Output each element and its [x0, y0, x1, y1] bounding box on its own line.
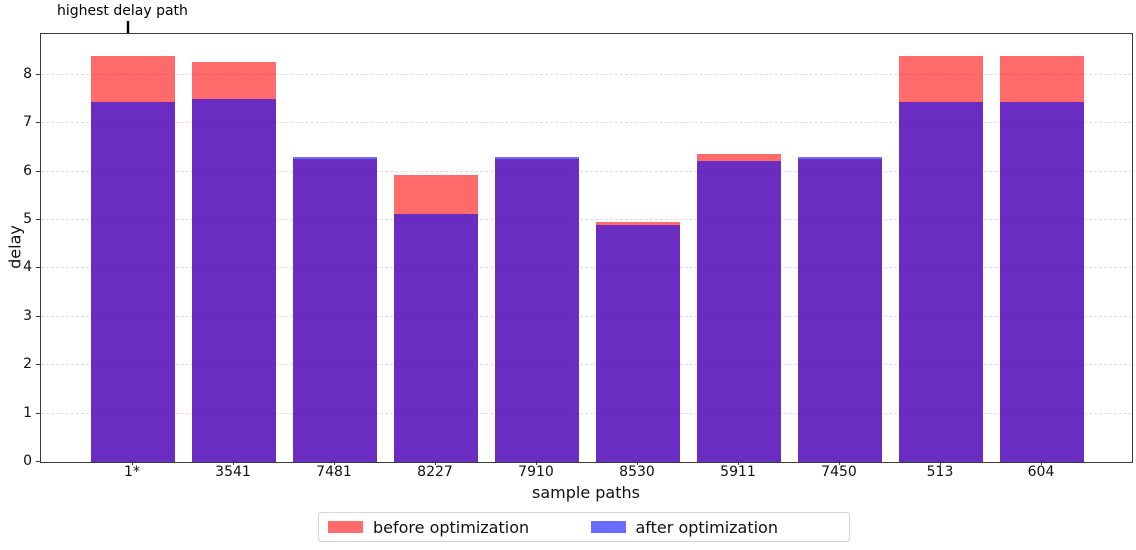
annotation-text: highest delay path — [57, 3, 188, 19]
legend-label-before: before optimization — [373, 517, 530, 537]
legend-swatch-before-icon — [328, 521, 363, 533]
gridline-y2 — [41, 364, 1132, 366]
bar-1* — [91, 34, 175, 462]
plot-area — [40, 33, 1133, 463]
y-tick-8 — [36, 73, 40, 75]
y-tick-3 — [36, 315, 40, 317]
x-tick-label-513: 513 — [926, 464, 954, 480]
bar-8530-after — [596, 224, 680, 462]
gridline-y7 — [41, 122, 1132, 124]
bar-1*-after — [91, 102, 175, 462]
bar-3541-after — [192, 99, 276, 462]
x-tick-513 — [940, 461, 941, 465]
y-tick-6 — [36, 170, 40, 172]
y-tick-7 — [36, 122, 40, 124]
x-tick-8227 — [435, 461, 436, 465]
x-tick-8530 — [637, 461, 638, 465]
legend-item-after: after optimization — [590, 517, 841, 537]
gridline-y1 — [41, 412, 1132, 414]
bar-7450-after — [798, 156, 882, 462]
x-tick-3541 — [233, 461, 234, 465]
x-tick-604 — [1041, 461, 1042, 465]
y-tick-label-0: 0 — [23, 453, 32, 469]
gridline-y6 — [41, 170, 1132, 172]
x-tick-5911 — [738, 461, 739, 465]
y-tick-label-1: 1 — [23, 404, 32, 421]
legend-item-before: before optimization — [328, 518, 578, 537]
gridline-y8 — [41, 73, 1132, 75]
bar-8530 — [596, 34, 680, 462]
x-tick-label-8530: 8530 — [619, 464, 655, 480]
bar-8227-after — [394, 213, 478, 462]
bar-7910-after — [495, 156, 579, 462]
x-tick-label-1*: 1* — [124, 464, 140, 480]
x-tick-label-8227: 8227 — [417, 464, 453, 480]
x-tick-label-7481: 7481 — [316, 464, 352, 480]
x-axis-label: sample paths — [532, 483, 640, 502]
bar-513-after — [899, 102, 983, 462]
bar-8227 — [394, 34, 478, 462]
y-tick-0 — [36, 461, 40, 462]
legend-label-after: after optimization — [635, 517, 778, 537]
legend: before optimization after optimization — [318, 512, 850, 542]
y-tick-label-4: 4 — [23, 259, 32, 276]
x-tick-label-3541: 3541 — [215, 464, 251, 480]
x-tick-7481 — [334, 461, 335, 465]
bar-7450 — [798, 34, 882, 462]
bar-7910 — [495, 34, 579, 462]
y-tick-1 — [36, 412, 40, 414]
y-tick-label-5: 5 — [23, 210, 32, 227]
x-tick-label-604: 604 — [1027, 464, 1055, 480]
bar-604 — [1000, 34, 1084, 462]
y-tick-4 — [36, 267, 40, 269]
y-tick-label-2: 2 — [23, 356, 32, 373]
x-tick-label-7910: 7910 — [518, 464, 554, 480]
bar-7481-after — [293, 156, 377, 462]
y-tick-label-3: 3 — [23, 307, 32, 324]
x-tick-label-5911: 5911 — [720, 464, 756, 480]
x-tick-7450 — [839, 461, 840, 465]
bar-5911 — [697, 34, 781, 462]
gridline-y4 — [41, 267, 1132, 269]
y-tick-2 — [36, 364, 40, 366]
x-tick-7910 — [536, 461, 537, 465]
bar-3541 — [192, 34, 276, 462]
x-tick-label-7450: 7450 — [821, 464, 857, 480]
gridline-y5 — [41, 218, 1132, 220]
y-tick-5 — [36, 218, 40, 220]
bar-513 — [899, 34, 983, 462]
y-tick-label-8: 8 — [23, 65, 32, 82]
y-tick-label-6: 6 — [23, 162, 32, 179]
x-tick-1* — [132, 461, 133, 465]
y-tick-label-7: 7 — [23, 114, 32, 131]
legend-swatch-after-icon — [590, 521, 626, 533]
bar-5911-after — [697, 161, 781, 462]
gridline-y3 — [41, 315, 1132, 317]
bar-604-after — [1000, 102, 1084, 462]
bar-7481 — [293, 34, 377, 462]
